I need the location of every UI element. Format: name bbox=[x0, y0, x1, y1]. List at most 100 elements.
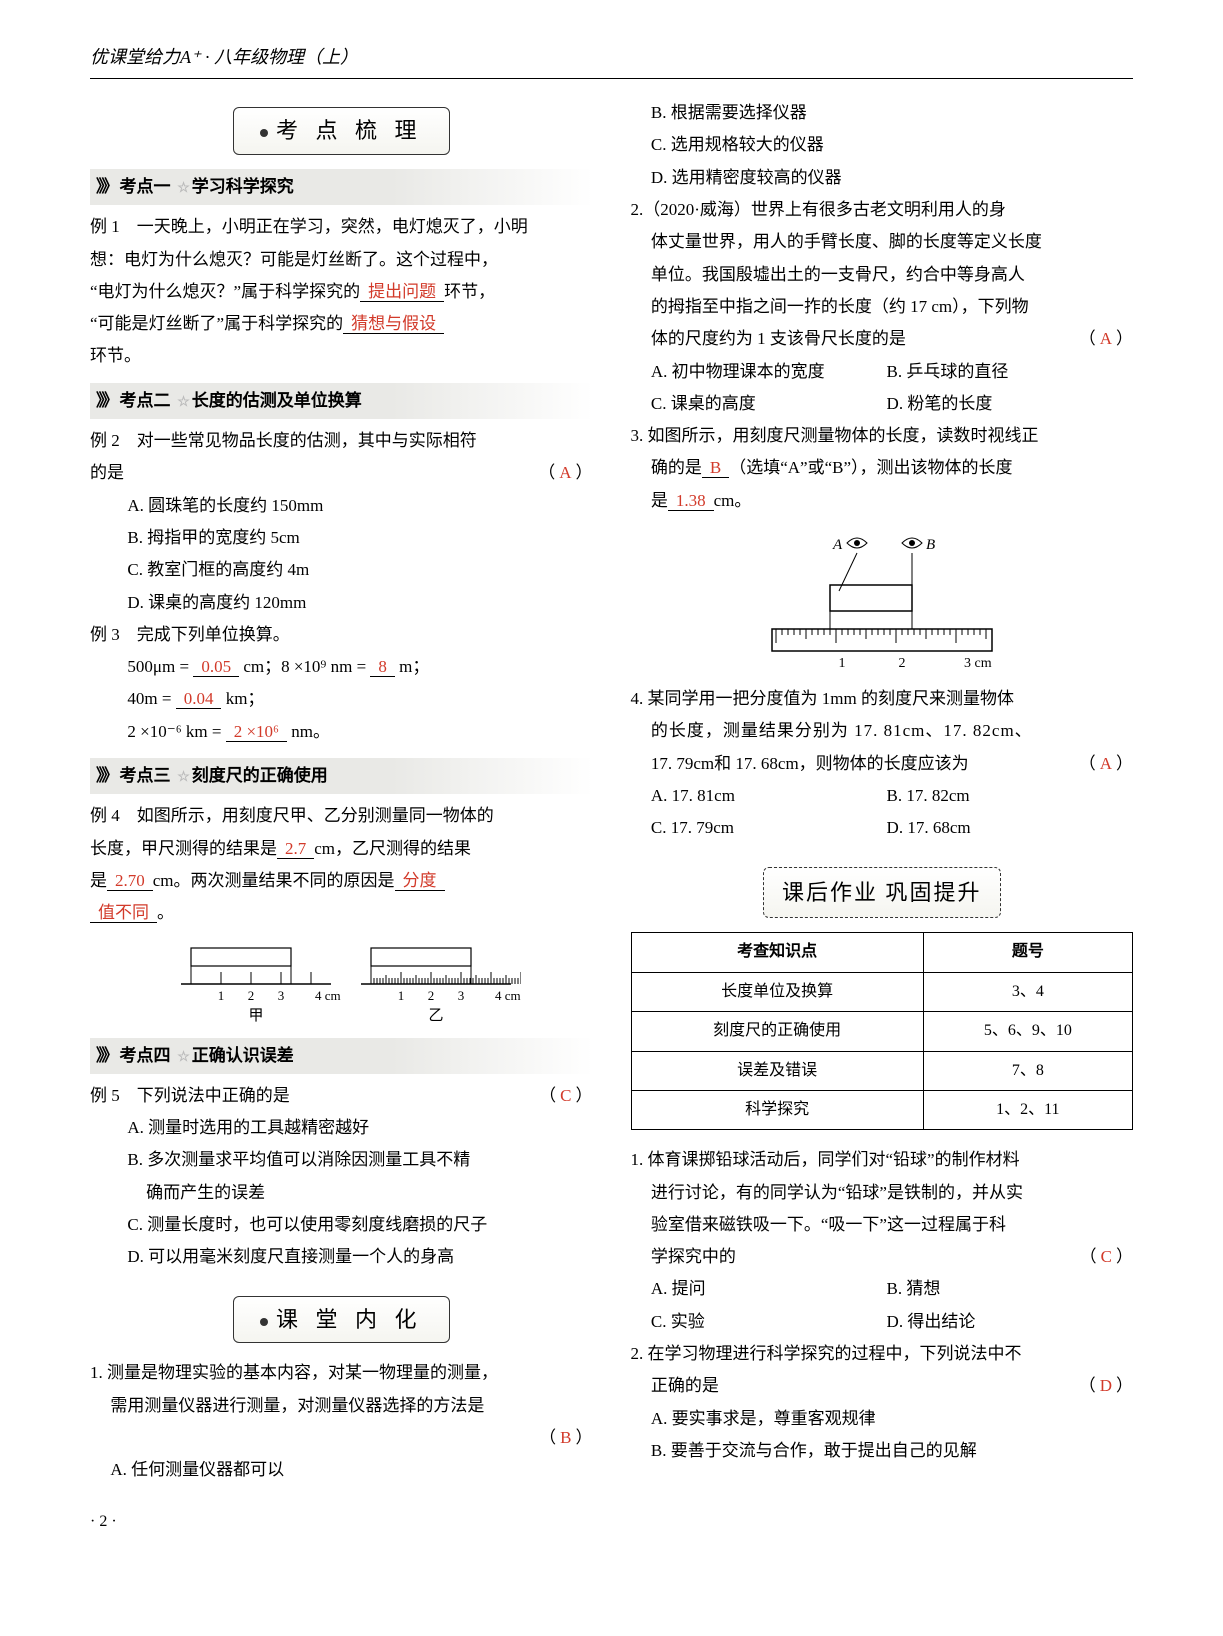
ex3-a2: 8 bbox=[370, 657, 395, 677]
ex4-l3b: cm。两次测量结果不同的原因是 bbox=[153, 871, 395, 890]
hw-th2: 题号 bbox=[923, 933, 1132, 972]
cq3-l1: 3. 如图所示，用刻度尺测量物体的长度，读数时视线正 bbox=[631, 420, 1134, 452]
svg-text:B: B bbox=[926, 537, 935, 553]
ex5: 例 5 下列说法中正确的是 （C） A. 测量时选用的工具越精密越好 B. 多次… bbox=[90, 1080, 593, 1274]
ex2-optC: C. 教室门框的高度约 4m bbox=[90, 554, 593, 586]
svg-text:1: 1 bbox=[838, 656, 845, 671]
banner-homework: 课后作业 巩固提升 bbox=[631, 867, 1134, 919]
ex4-figure: 1 2 3 4 cm 甲 1 2 3 bbox=[90, 938, 593, 1028]
left-column: 考 点 梳 理 》》考点一 ☆学习科学探究 例 1 一天晚上，小明正在学习，突然… bbox=[90, 97, 593, 1486]
ex3: 例 3 完成下列单位换算。 500μm = 0.05 cm；8 ×10⁹ nm … bbox=[90, 619, 593, 748]
banner-kaodian: 考 点 梳 理 bbox=[90, 107, 593, 155]
ex1-line1: 一天晚上，小明正在学习，突然，电灯熄灭了，小明 bbox=[137, 217, 528, 236]
hw1-optD: D. 得出结论 bbox=[887, 1306, 1118, 1338]
ex4-l4: 。 bbox=[157, 903, 174, 922]
cq4-optD: D. 17. 68cm bbox=[887, 812, 1118, 844]
ex5-optD: D. 可以用毫米刻度尺直接测量一个人的身高 bbox=[90, 1241, 593, 1273]
ex3-l1c: m； bbox=[399, 657, 429, 676]
ex4: 例 4 如图所示，用刻度尺甲、乙分别测量同一物体的 长度，甲尺测得的结果是2.7… bbox=[90, 800, 593, 1027]
svg-text:1: 1 bbox=[398, 988, 405, 1003]
ex4-cap2: 乙 bbox=[429, 1008, 444, 1024]
kp3-num: 考点三 bbox=[120, 766, 171, 785]
ex4-l2b: cm，乙尺测得的结果 bbox=[314, 839, 471, 858]
ex5-optB1: B. 多次测量求平均值可以消除因测量工具不精 bbox=[90, 1144, 593, 1176]
ex1-ans1: 提出问题 bbox=[360, 282, 444, 302]
ex3-label: 例 3 bbox=[90, 625, 120, 644]
ex3-l3a: 2 ×10⁻⁶ km = bbox=[127, 722, 221, 741]
hw-r1c0: 刻度尺的正确使用 bbox=[631, 1012, 923, 1051]
cq3-l3b: cm。 bbox=[714, 491, 752, 510]
ex3-l2b: km； bbox=[226, 689, 265, 708]
kp3-title: 刻度尺的正确使用 bbox=[192, 766, 328, 785]
ex3-a1: 0.05 bbox=[193, 657, 239, 677]
banner-ketang: 课 堂 内 化 bbox=[90, 1296, 593, 1344]
hw1-l4: 学探究中的 bbox=[651, 1247, 736, 1266]
ex5-optB2: 确而产生的误差 bbox=[90, 1177, 593, 1209]
cq2-optC: C. 课桌的高度 bbox=[651, 388, 882, 420]
ex1-l3b: 环节， bbox=[444, 282, 495, 301]
ex5-label: 例 5 bbox=[90, 1086, 120, 1105]
cq4-l3: 17. 79cm和 17. 68cm，则物体的长度应该为 bbox=[651, 754, 969, 773]
hw2-optA: A. 要实事求是，尊重客观规律 bbox=[631, 1403, 1134, 1435]
hw2-answer: D bbox=[1096, 1376, 1116, 1395]
cq4-answer: A bbox=[1096, 754, 1116, 773]
hw-r0c0: 长度单位及换算 bbox=[631, 972, 923, 1011]
ex4-a2: 2.70 bbox=[107, 871, 153, 891]
ex4-cap1: 甲 bbox=[249, 1008, 264, 1024]
cq1-optA: A. 任何测量仪器都可以 bbox=[90, 1454, 593, 1486]
ex1-ans2: 猜想与假设 bbox=[343, 314, 444, 334]
svg-text:2: 2 bbox=[248, 988, 255, 1003]
ex5-answer: C bbox=[556, 1086, 575, 1105]
cq3-l3a: 是 bbox=[651, 491, 668, 510]
table-row: 长度单位及换算3、4 bbox=[631, 972, 1133, 1011]
hw2: 2. 在学习物理进行科学探究的过程中，下列说法中不 正确的是 （D） A. 要实… bbox=[631, 1338, 1134, 1467]
hw1-optA: A. 提问 bbox=[651, 1273, 882, 1305]
kp3-heading: 》》考点三 ☆刻度尺的正确使用 bbox=[90, 758, 593, 794]
cq2-l2: 体丈量世界，用人的手臂长度、脚的长度等定义长度 bbox=[631, 226, 1134, 258]
cq1-answer: B bbox=[556, 1428, 575, 1447]
ex1: 例 1 一天晚上，小明正在学习，突然，电灯熄灭了，小明 想：电灯为什么熄灭？可能… bbox=[90, 211, 593, 372]
hw-r3c1: 1、2、11 bbox=[923, 1090, 1132, 1129]
ex2-l1: 对一些常见物品长度的估测，其中与实际相符 bbox=[137, 431, 477, 450]
hw2-answer-paren: （D） bbox=[1079, 1370, 1133, 1402]
kp4-title: 正确认识误差 bbox=[192, 1046, 294, 1065]
svg-text:3: 3 bbox=[458, 988, 465, 1003]
svg-text:2: 2 bbox=[428, 988, 435, 1003]
cq1-optC: C. 选用规格较大的仪器 bbox=[631, 129, 1134, 161]
cq4-optA: A. 17. 81cm bbox=[651, 780, 882, 812]
svg-text:3 cm: 3 cm bbox=[964, 656, 992, 671]
ex4-tick1: 1 bbox=[218, 988, 225, 1003]
ex5-optA: A. 测量时选用的工具越精密越好 bbox=[90, 1112, 593, 1144]
cq2-optA: A. 初中物理课本的宽度 bbox=[651, 356, 882, 388]
cq3-figure: A B 1 bbox=[631, 525, 1134, 675]
cq4-answer-paren: （A） bbox=[1079, 748, 1133, 780]
ex2-optB: B. 拇指甲的宽度约 5cm bbox=[90, 522, 593, 554]
hw1-l3: 验室借来磁铁吸一下。“吸一下”这一过程属于科 bbox=[631, 1209, 1134, 1241]
page-header: 优课堂给力A⁺ · 八年级物理（上） bbox=[90, 40, 1133, 79]
kp2-num: 考点二 bbox=[120, 391, 171, 410]
cq4: 4. 某同学用一把分度值为 1mm 的刻度尺来测量物体 的长度，测量结果分别为 … bbox=[631, 683, 1134, 844]
cq1-optB: B. 根据需要选择仪器 bbox=[631, 97, 1134, 129]
ex4-l1: 如图所示，用刻度尺甲、乙分别测量同一物体的 bbox=[137, 806, 494, 825]
ex3-l1a: 500μm = bbox=[127, 657, 189, 676]
cq1-l1: 1. 测量是物理实验的基本内容，对某一物理量的测量， bbox=[90, 1357, 593, 1389]
cq2-optD: D. 粉笔的长度 bbox=[887, 388, 1118, 420]
kp4-num: 考点四 bbox=[120, 1046, 171, 1065]
cq2-optB: B. 乒乓球的直径 bbox=[887, 356, 1118, 388]
ex3-l1: 完成下列单位换算。 bbox=[137, 625, 290, 644]
ex4-a1: 2.7 bbox=[277, 839, 314, 859]
cq2: 2.（2020·威海）世界上有很多古老文明利用人的身 体丈量世界，用人的手臂长度… bbox=[631, 194, 1134, 420]
table-row: 误差及错误7、8 bbox=[631, 1051, 1133, 1090]
ex3-a4: 2 ×10⁶ bbox=[226, 722, 287, 742]
cq3-l2b: （选填“A”或“B”），测出该物体的长度 bbox=[729, 458, 1012, 477]
ex1-l3a: “电灯为什么熄灭？”属于科学探究的 bbox=[90, 282, 360, 301]
svg-text:3: 3 bbox=[278, 988, 285, 1003]
hw1-answer: C bbox=[1097, 1247, 1116, 1266]
cq1-part1: 1. 测量是物理实验的基本内容，对某一物理量的测量， 需用测量仪器进行测量，对测… bbox=[90, 1357, 593, 1486]
cq3: 3. 如图所示，用刻度尺测量物体的长度，读数时视线正 确的是B（选填“A”或“B… bbox=[631, 420, 1134, 675]
ex2-answer: A bbox=[555, 463, 575, 482]
svg-text:2: 2 bbox=[898, 656, 905, 671]
ex5-optC: C. 测量长度时，也可以使用零刻度线磨损的尺子 bbox=[90, 1209, 593, 1241]
ex4-a3b: 值不同 bbox=[90, 903, 157, 923]
cq3-a1: B bbox=[702, 458, 729, 478]
